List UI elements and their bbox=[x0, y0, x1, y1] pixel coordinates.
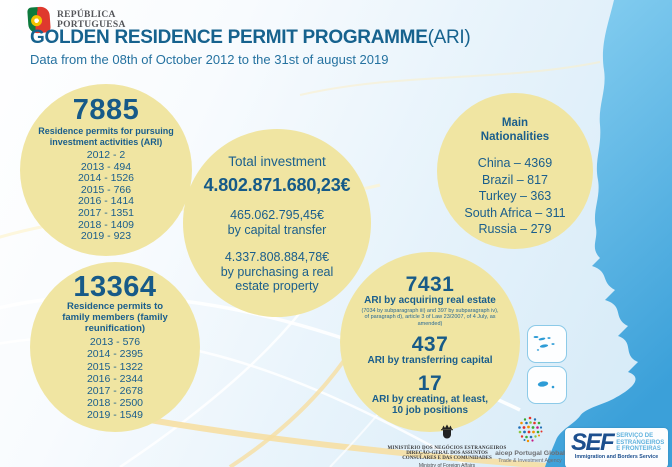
circle-total-investment: Total investment 4.802.871.680,23€ 465.0… bbox=[183, 129, 371, 317]
year-row: 2018 - 2500 bbox=[86, 396, 144, 409]
page-subtitle: Data from the 08th of October 2012 to th… bbox=[30, 52, 389, 67]
footer-logos: MINISTÉRIO DOS NEGÓCIOS ESTRANGEIROS DIR… bbox=[0, 411, 672, 467]
ari-capital-value: 437 bbox=[411, 332, 449, 356]
nationality-row: Turkey – 363 bbox=[478, 189, 552, 203]
family-permits-label: Residence permits to family members (fam… bbox=[62, 301, 168, 334]
year-row: 2014 - 2395 bbox=[86, 348, 144, 361]
nationality-row: Brazil – 817 bbox=[481, 172, 548, 187]
ari-capital-block: 437 ARI by transferring capital bbox=[367, 334, 492, 366]
investment-permits-label: Residence permits for pursuing investmen… bbox=[38, 126, 174, 147]
ari-real-estate-block: 7431 ARI by acquiring real estate (7034 … bbox=[360, 274, 500, 327]
republica-portuguesa-logo: REPÚBLICA PORTUGUESA bbox=[27, 6, 126, 34]
year-row: 2013 - 494 bbox=[80, 160, 132, 173]
aicep-tagline: Trade & Investment Agency bbox=[498, 458, 562, 464]
nationality-row: Russia – 279 bbox=[478, 222, 552, 236]
nationalities-list: China – 4369 Brazil – 817 Turkey – 363 S… bbox=[464, 155, 565, 238]
sef-tagline: Immigration and Borders Service bbox=[574, 454, 659, 460]
ari-jobs-value: 17 bbox=[417, 371, 443, 395]
family-permits-yearly: 2013 - 576 2014 - 2395 2015 - 1322 2016 … bbox=[87, 336, 143, 421]
gov-logo-line2: PORTUGUESA bbox=[57, 20, 126, 30]
ari-real-estate-note: (7034 by subparagraph iii) and 397 by su… bbox=[361, 308, 499, 327]
sef-row: SEF SERVIÇO DE ESTRANGEIROS E FRONTEIRAS bbox=[565, 428, 668, 455]
ari-jobs-block: 17 ARI by creating, at least, 10 job pos… bbox=[371, 373, 489, 416]
azores-map-icon bbox=[533, 336, 555, 351]
nationalities-title: Main Nationalities bbox=[480, 117, 550, 143]
year-row: 2019 - 923 bbox=[80, 230, 132, 243]
circle-main-nationalities: Main Nationalities China – 4369 Brazil –… bbox=[437, 93, 593, 249]
year-row: 2013 - 576 bbox=[89, 336, 141, 349]
madeira-inset-box bbox=[527, 366, 567, 404]
year-row: 2014 - 1526 bbox=[77, 172, 135, 185]
real-estate-amount: 4.337.808.884,78€ bbox=[224, 250, 330, 264]
sef-name: SERVIÇO DE ESTRANGEIROS E FRONTEIRAS bbox=[616, 433, 665, 453]
total-investment-amount: 4.802.871.680,23€ bbox=[203, 175, 351, 195]
real-estate-label: by purchasing a real estate property bbox=[220, 264, 334, 294]
gov-logo-line1: REPÚBLICA bbox=[57, 9, 116, 20]
year-row: 2015 - 1322 bbox=[86, 360, 144, 373]
circle-investment-permits: 7885 Residence permits for pursuing inve… bbox=[20, 84, 192, 256]
ministry-directorate: DIREÇÃO-GERAL DOS ASSUNTOS CONSULARES E … bbox=[402, 451, 492, 461]
ari-real-estate-value: 7431 bbox=[405, 273, 455, 296]
sef-acronym: SEF bbox=[571, 429, 615, 456]
capital-transfer-label: by capital transfer bbox=[227, 222, 327, 237]
real-estate-block: 4.337.808.884,78€ by purchasing a real e… bbox=[212, 250, 342, 294]
capital-transfer-block: 465.062.795,45€ by capital transfer bbox=[228, 208, 327, 237]
circle-ari-types: 7431 ARI by acquiring real estate (7034 … bbox=[340, 252, 520, 432]
aicep-name: aicep Portugal Global bbox=[495, 450, 565, 457]
year-row: 2016 - 2344 bbox=[86, 372, 144, 385]
ari-capital-label: ARI by transferring capital bbox=[367, 354, 493, 366]
circle-family-permits: 13364 Residence permits to family member… bbox=[30, 262, 200, 432]
ministry-crest-icon bbox=[441, 424, 453, 439]
year-row: 2017 - 2678 bbox=[86, 384, 144, 397]
sef-logo-block: SEF SERVIÇO DE ESTRANGEIROS E FRONTEIRAS… bbox=[565, 428, 668, 467]
madeira-map-icon bbox=[537, 381, 555, 389]
investment-permits-yearly: 2012 - 2 2013 - 494 2014 - 1526 2015 - 7… bbox=[77, 149, 135, 243]
family-permits-total: 13364 bbox=[73, 271, 157, 303]
azores-inset-box bbox=[527, 325, 567, 363]
page-title-main: GOLDEN RESIDENCE PERMIT PROGRAMME bbox=[30, 27, 428, 48]
ari-real-estate-label: ARI by acquiring real estate bbox=[364, 295, 496, 306]
nationality-row: South Africa – 311 bbox=[464, 205, 566, 220]
year-row: 2017 - 1351 bbox=[77, 206, 135, 219]
gov-logo-text: REPÚBLICA PORTUGUESA bbox=[57, 10, 126, 31]
year-row: 2012 - 2 bbox=[86, 149, 126, 161]
aicep-globe-icon bbox=[518, 416, 543, 443]
page-title: GOLDEN RESIDENCE PERMIT PROGRAMME(ARI) bbox=[30, 27, 471, 49]
capital-transfer-amount: 465.062.795,45€ bbox=[230, 208, 324, 222]
total-investment-title: Total investment bbox=[228, 154, 326, 169]
nationality-row: China – 4369 bbox=[477, 156, 553, 170]
page-title-suffix: (ARI) bbox=[427, 27, 471, 48]
investment-permits-total: 7885 bbox=[72, 94, 140, 126]
aicep-logo-block: aicep Portugal Global Trade & Investment… bbox=[492, 414, 568, 464]
